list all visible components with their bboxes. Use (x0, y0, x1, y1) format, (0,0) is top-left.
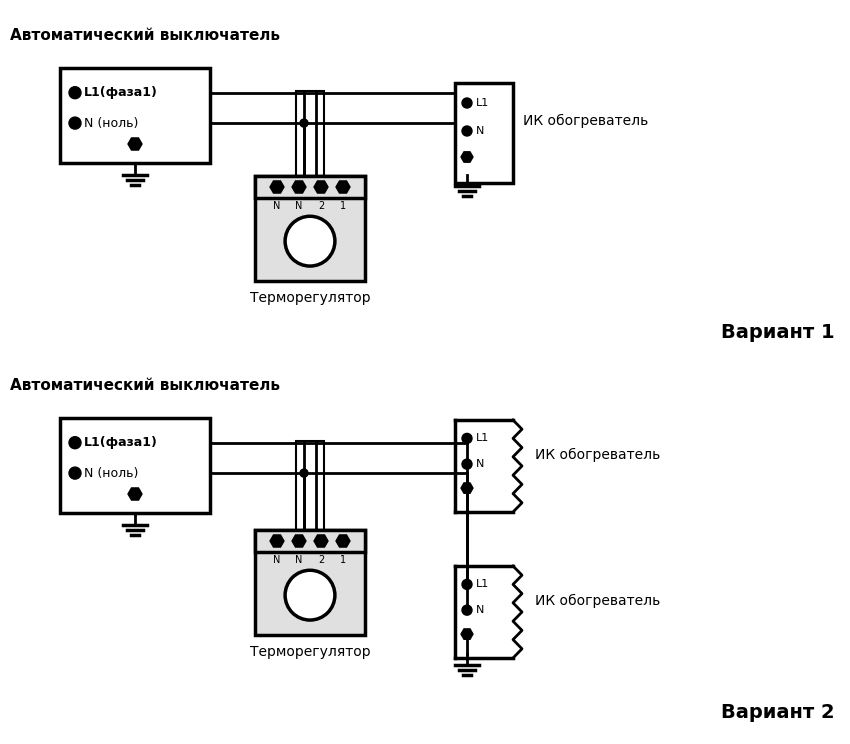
Text: 1: 1 (340, 555, 346, 565)
Text: L1(фаза1): L1(фаза1) (84, 436, 158, 449)
Circle shape (463, 434, 471, 443)
Text: Терморегулятор: Терморегулятор (250, 291, 371, 305)
Text: Вариант 1: Вариант 1 (722, 323, 835, 342)
Polygon shape (461, 629, 473, 639)
Text: N: N (274, 555, 280, 565)
Circle shape (462, 605, 472, 615)
Circle shape (69, 87, 81, 99)
Polygon shape (128, 488, 142, 500)
Text: N: N (476, 126, 484, 136)
Bar (255, 530, 365, 552)
Text: 2: 2 (318, 555, 324, 565)
Text: 1: 1 (340, 201, 346, 211)
Text: L1: L1 (476, 98, 490, 108)
Text: N: N (295, 555, 303, 565)
Circle shape (69, 117, 81, 129)
Text: L1: L1 (476, 434, 490, 443)
Polygon shape (336, 181, 350, 193)
Bar (255, 176, 365, 281)
Circle shape (69, 437, 81, 449)
Polygon shape (292, 181, 306, 193)
Text: N: N (295, 201, 303, 211)
Text: N: N (274, 201, 280, 211)
Polygon shape (128, 138, 142, 150)
Circle shape (285, 217, 335, 266)
Bar (255, 176, 365, 198)
Text: Автоматический выключатель: Автоматический выключатель (10, 378, 280, 393)
Circle shape (300, 119, 308, 127)
Circle shape (462, 459, 472, 469)
Bar (296, 91, 324, 176)
Bar (60, 418, 210, 513)
Text: ИК обогреватель: ИК обогреватель (523, 114, 649, 128)
Text: ИК обогреватель: ИК обогреватель (535, 594, 660, 608)
Circle shape (462, 580, 472, 589)
Text: Вариант 2: Вариант 2 (722, 703, 835, 722)
Text: N (ноль): N (ноль) (84, 117, 139, 129)
Text: L1: L1 (476, 580, 490, 589)
Polygon shape (292, 535, 306, 547)
Circle shape (300, 469, 308, 477)
Bar (455, 83, 513, 183)
Bar (255, 530, 365, 635)
Bar (60, 68, 210, 163)
Text: N (ноль): N (ноль) (84, 466, 139, 480)
Text: ИК обогреватель: ИК обогреватель (535, 448, 660, 462)
Text: N: N (476, 605, 484, 615)
Circle shape (463, 460, 471, 468)
Polygon shape (314, 535, 328, 547)
Circle shape (285, 570, 335, 620)
Text: Терморегулятор: Терморегулятор (250, 645, 371, 659)
Text: 2: 2 (318, 201, 324, 211)
Circle shape (462, 126, 472, 136)
Polygon shape (314, 181, 328, 193)
Polygon shape (270, 181, 284, 193)
Circle shape (69, 467, 81, 479)
Polygon shape (336, 535, 350, 547)
Text: L1(фаза1): L1(фаза1) (84, 86, 158, 99)
Polygon shape (270, 535, 284, 547)
Polygon shape (461, 152, 473, 162)
Text: Автоматический выключатель: Автоматический выключатель (10, 28, 280, 43)
Bar (296, 440, 324, 530)
Circle shape (462, 98, 472, 108)
Text: N: N (476, 459, 484, 469)
Polygon shape (461, 483, 473, 493)
Circle shape (462, 434, 472, 443)
